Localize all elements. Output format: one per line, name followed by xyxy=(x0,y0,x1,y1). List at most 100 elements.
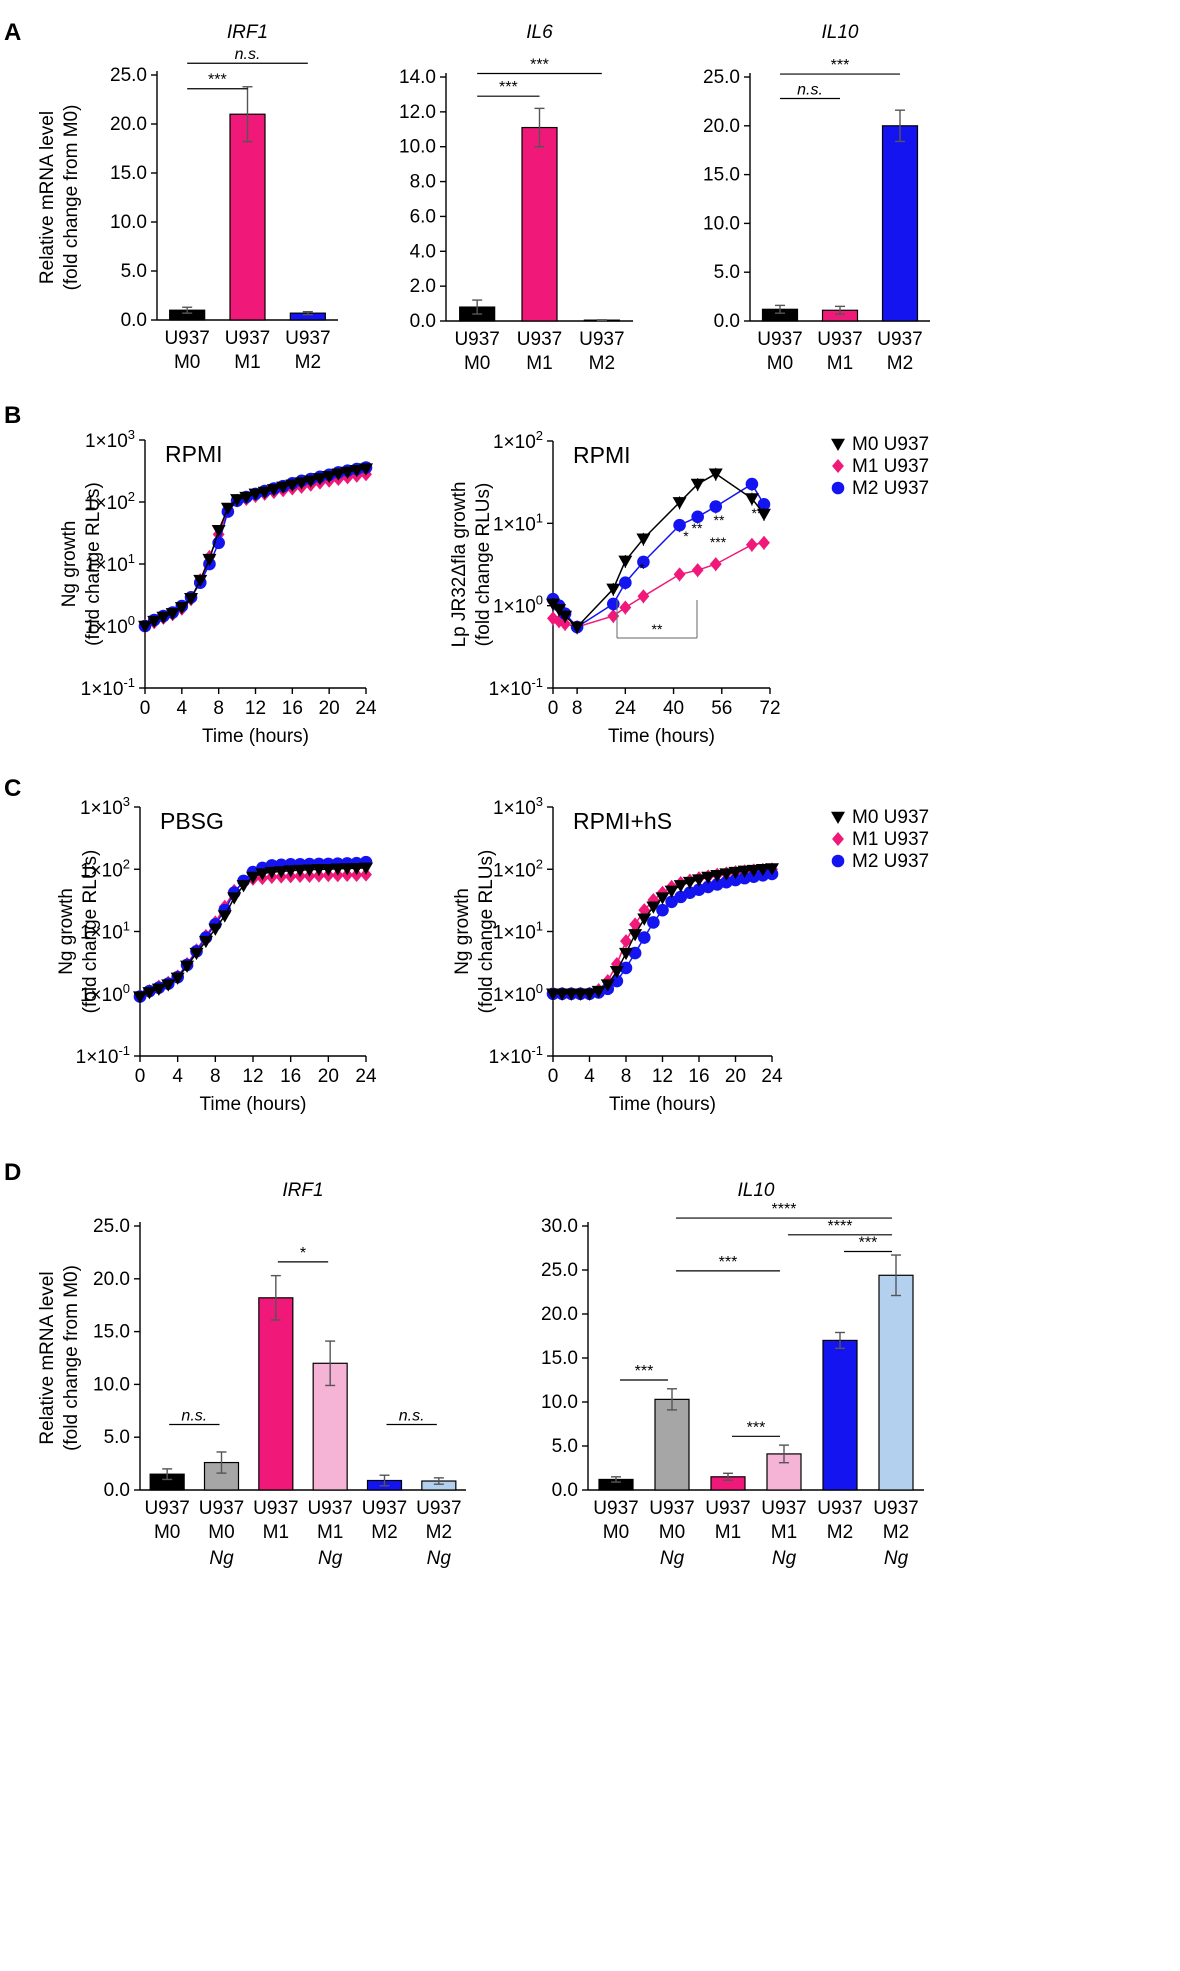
significance-label: *** xyxy=(859,1235,878,1252)
data-point-m0 xyxy=(230,494,245,507)
legend-entry-m1: M1 U937 xyxy=(852,456,929,477)
data-point-m0 xyxy=(193,574,208,588)
y-tick-label: 5.0 xyxy=(714,262,740,283)
category-label: U937 xyxy=(164,328,209,349)
y-tick-label: 10.0 xyxy=(541,1392,578,1413)
data-point-m0 xyxy=(180,960,195,973)
y-tick-label: 2.0 xyxy=(410,276,436,297)
category-label: U937 xyxy=(362,1498,407,1519)
category-label: M1 xyxy=(827,353,853,374)
y-tick-label: 1×10-1 xyxy=(489,675,543,700)
data-point-m0 xyxy=(719,868,734,881)
data-point-m1 xyxy=(619,600,632,615)
data-point-m0 xyxy=(708,468,723,481)
x-axis-label: Time (hours) xyxy=(202,726,309,747)
x-tick-label: 0 xyxy=(135,1066,146,1087)
category-label: U937 xyxy=(579,329,624,350)
chart-title: RPMI xyxy=(573,442,631,468)
data-point-m0 xyxy=(208,923,223,936)
y-tick-label: 10.0 xyxy=(93,1374,130,1395)
significance-label: *** xyxy=(831,57,850,74)
y-tick-label: 1×101 xyxy=(493,919,543,944)
data-point-m1 xyxy=(673,567,686,582)
y-axis-label-line2: (fold change RLUs) xyxy=(80,850,101,1014)
significance-label: * xyxy=(639,560,645,576)
y-tick-label: 14.0 xyxy=(399,67,436,88)
data-point-m1 xyxy=(607,608,620,623)
data-point-m2 xyxy=(637,931,651,944)
data-point-m0 xyxy=(276,481,291,494)
y-tick-label: 25.0 xyxy=(541,1260,578,1281)
data-point-m0 xyxy=(673,880,688,893)
data-point-m0 xyxy=(303,475,318,488)
data-point-m2 xyxy=(691,510,704,524)
significance-label: n.s. xyxy=(181,1408,207,1425)
bar xyxy=(654,1398,690,1491)
category-label: U937 xyxy=(873,1498,918,1519)
x-tick-label: 24 xyxy=(761,1066,783,1087)
legend-entry-m2: M2 U937 xyxy=(852,851,929,872)
y-axis-label-line2: (fold change RLUs) xyxy=(476,850,497,1014)
y-tick-label: 8.0 xyxy=(410,172,436,193)
data-point-m0 xyxy=(637,913,652,926)
data-point-m0 xyxy=(710,870,725,883)
y-tick-label: 6.0 xyxy=(410,206,436,227)
data-point-m0 xyxy=(682,876,697,890)
data-point-m0 xyxy=(765,863,779,876)
significance-label: ** xyxy=(652,621,663,637)
data-point-m0 xyxy=(831,811,845,824)
chart-title: IL10 xyxy=(822,22,859,43)
category-label: U937 xyxy=(307,1498,352,1519)
significance-label: ** xyxy=(692,520,703,536)
x-tick-label: 0 xyxy=(548,1066,559,1087)
y-axis-label: Ng growth (fold change RLUs) xyxy=(59,482,104,646)
bar xyxy=(521,126,558,322)
y-tick-label: 0.0 xyxy=(104,1480,130,1501)
data-point-m0 xyxy=(552,604,567,617)
y-tick-label: 1×101 xyxy=(80,919,130,944)
chart-title: IRF1 xyxy=(282,1180,323,1201)
y-tick-label: 10.0 xyxy=(703,213,740,234)
y-tick-label: 1×103 xyxy=(80,794,130,819)
data-point-m2 xyxy=(628,946,642,960)
significance-label: ** xyxy=(714,512,725,528)
data-point-m0 xyxy=(330,863,345,876)
category-label: M0 xyxy=(208,1522,234,1543)
data-point-m2 xyxy=(610,974,624,988)
significance-label: **** xyxy=(828,1218,853,1235)
data-point-m1 xyxy=(709,557,722,572)
y-tick-label: 5.0 xyxy=(552,1436,578,1457)
y-tick-label: 15.0 xyxy=(93,1322,130,1343)
significance-label: *** xyxy=(499,79,518,96)
data-point-m2 xyxy=(647,916,660,929)
chart-title: IL6 xyxy=(526,22,553,43)
y-tick-label: 5.0 xyxy=(121,261,147,282)
x-tick-label: 24 xyxy=(355,698,377,719)
y-tick-label: 1×10-1 xyxy=(76,1043,130,1068)
y-tick-label: 4.0 xyxy=(410,241,436,262)
data-point-m0 xyxy=(831,438,845,451)
significance-label: n.s. xyxy=(797,81,823,98)
x-tick-label: 20 xyxy=(318,1066,339,1087)
y-axis-label: Ng growth (fold change RLUs) xyxy=(56,850,101,1014)
x-axis-label: Time (hours) xyxy=(609,1094,716,1115)
data-point-m0 xyxy=(600,979,615,992)
category-label: M1 xyxy=(234,352,260,373)
data-point-m2 xyxy=(619,576,632,590)
data-point-m0 xyxy=(322,471,337,484)
legend-entry-m0: M0 U937 xyxy=(852,807,929,828)
chart-title: PBSG xyxy=(160,808,224,834)
y-tick-label: 25.0 xyxy=(703,67,740,88)
data-point-m0 xyxy=(165,608,180,621)
data-point-m0 xyxy=(227,892,242,905)
y-tick-label: 15.0 xyxy=(703,165,740,186)
data-point-m0 xyxy=(331,468,346,481)
data-point-m0 xyxy=(202,553,217,567)
category-label: U937 xyxy=(454,329,499,350)
data-point-m0 xyxy=(170,972,185,985)
category-label: U937 xyxy=(757,329,802,350)
category-label: M2 xyxy=(426,1522,452,1543)
y-axis-label-line1: Relative mRNA level xyxy=(37,1271,58,1444)
x-tick-label: 0 xyxy=(140,698,151,719)
